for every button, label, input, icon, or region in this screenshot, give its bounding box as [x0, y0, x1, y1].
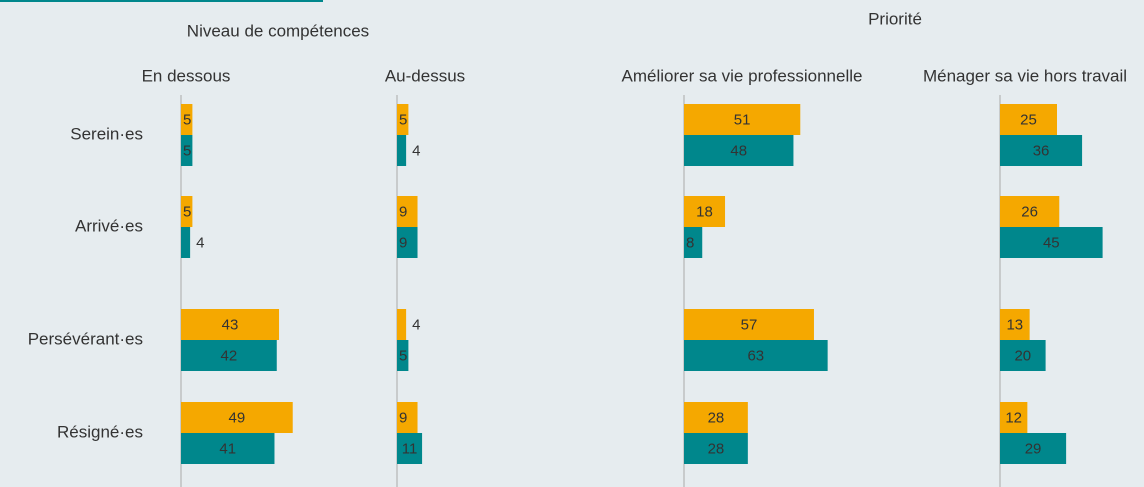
bar	[397, 104, 409, 135]
value-label: 9	[399, 409, 407, 426]
value-label: 48	[730, 142, 747, 159]
value-label: 29	[1025, 440, 1042, 457]
value-label: 5	[183, 111, 191, 128]
bar	[181, 433, 275, 464]
value-label: 63	[747, 347, 764, 364]
bar	[397, 135, 407, 166]
bar	[181, 309, 280, 340]
value-label: 5	[183, 142, 191, 159]
bar	[397, 340, 409, 371]
value-label: 25	[1020, 111, 1037, 128]
bar	[684, 227, 703, 258]
value-label: 8	[686, 234, 694, 251]
value-label: 28	[708, 409, 725, 426]
value-label: 36	[1033, 142, 1050, 159]
value-label: 5	[399, 111, 407, 128]
value-label: 9	[399, 203, 407, 220]
value-label: 41	[219, 440, 236, 457]
panel-title: Ménager sa vie hors travail	[923, 66, 1127, 85]
bar	[1000, 227, 1103, 258]
row-label: Persévérant·es	[28, 329, 143, 348]
panel-title: Au-dessus	[385, 66, 465, 85]
bar	[684, 340, 828, 371]
bar	[397, 196, 418, 227]
bar	[181, 104, 193, 135]
bar	[1000, 402, 1028, 433]
value-label: 5	[183, 203, 191, 220]
value-label: 13	[1006, 316, 1023, 333]
row-label: Serein·es	[70, 124, 143, 143]
bar	[1000, 196, 1060, 227]
value-label: 20	[1014, 347, 1031, 364]
bar	[397, 433, 423, 464]
panel-title: Améliorer sa vie professionnelle	[622, 66, 863, 85]
bar	[684, 104, 801, 135]
bar	[1000, 135, 1083, 166]
bar	[181, 196, 193, 227]
row-label: Résigné·es	[57, 422, 143, 441]
bar	[397, 227, 418, 258]
value-label: 51	[734, 111, 751, 128]
value-label: 11	[402, 440, 418, 457]
value-label: 42	[221, 347, 238, 364]
bar	[684, 402, 748, 433]
bar	[181, 402, 293, 433]
value-label: 5	[399, 347, 407, 364]
bar	[1000, 433, 1067, 464]
value-label: 4	[412, 142, 420, 159]
row-label: Arrivé·es	[75, 216, 143, 235]
value-label: 49	[229, 409, 246, 426]
value-label: 57	[741, 316, 758, 333]
bar	[684, 433, 748, 464]
value-label: 18	[696, 203, 713, 220]
bar	[684, 309, 814, 340]
value-label: 4	[412, 316, 420, 333]
bar	[181, 340, 277, 371]
bar	[684, 135, 794, 166]
bar	[397, 402, 418, 433]
bar	[1000, 340, 1046, 371]
group-title: Priorité	[868, 9, 922, 28]
value-label: 26	[1021, 203, 1038, 220]
value-label: 28	[708, 440, 725, 457]
panel-title: En dessous	[142, 66, 231, 85]
bar	[181, 135, 193, 166]
value-label: 9	[399, 234, 407, 251]
bar	[397, 309, 407, 340]
bar	[684, 196, 726, 227]
value-label: 4	[196, 234, 204, 251]
bar	[1000, 309, 1030, 340]
bar	[181, 227, 191, 258]
value-label: 43	[222, 316, 239, 333]
value-label: 45	[1043, 234, 1060, 251]
bar	[1000, 104, 1057, 135]
group-title: Niveau de compétences	[187, 21, 369, 40]
value-label: 12	[1005, 409, 1022, 426]
